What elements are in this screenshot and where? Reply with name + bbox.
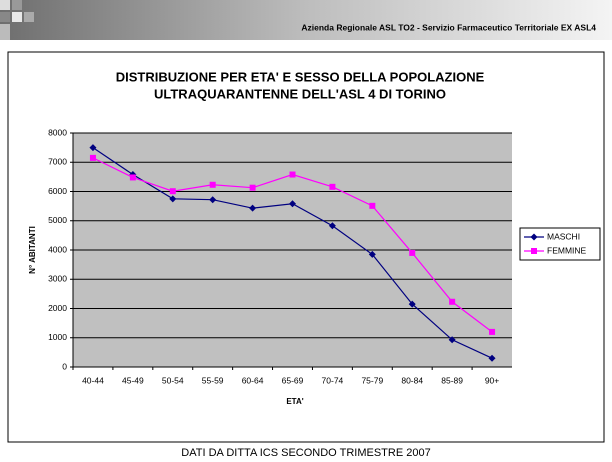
x-tick-label: 70-74 — [322, 375, 344, 385]
banner-squares — [0, 0, 34, 40]
x-tick-label: 85-89 — [441, 375, 463, 385]
legend-label: FEMMINE — [547, 245, 587, 255]
y-tick-label: 4000 — [48, 244, 67, 254]
marker — [129, 174, 136, 181]
marker — [329, 183, 336, 190]
marker — [89, 144, 97, 152]
marker — [209, 196, 217, 204]
y-tick-label: 5000 — [48, 215, 67, 225]
y-tick-label: 0 — [62, 361, 67, 371]
marker — [408, 300, 416, 308]
x-axis-label: ETA' — [286, 397, 303, 406]
marker — [209, 181, 216, 188]
marker — [409, 249, 416, 256]
y-tick-label: 1000 — [48, 332, 67, 342]
marker — [249, 184, 256, 191]
marker — [449, 298, 456, 305]
x-tick-label: 90+ — [485, 375, 499, 385]
y-tick-label: 2000 — [48, 303, 67, 313]
y-tick-label: 6000 — [48, 186, 67, 196]
x-tick-label: 45-49 — [122, 375, 144, 385]
marker — [169, 195, 177, 203]
x-tick-label: 50-54 — [162, 375, 184, 385]
chart-title: DISTRIBUZIONE PER ETA' E SESSO DELLA POP… — [116, 69, 485, 84]
chart-title: ULTRAQUARANTENNE DELL'ASL 4 DI TORINO — [154, 86, 446, 101]
footer-text: DATI DA DITTA ICS SECONDO TRIMESTRE 2007 — [181, 447, 430, 459]
x-tick-label: 75-79 — [361, 375, 383, 385]
legend-box — [519, 227, 601, 261]
y-tick-label: 8000 — [48, 127, 67, 137]
x-tick-label: 60-64 — [242, 375, 264, 385]
marker — [249, 204, 257, 212]
marker — [289, 171, 296, 178]
marker — [448, 336, 456, 344]
y-tick-label: 3000 — [48, 274, 67, 284]
y-tick-label: 7000 — [48, 157, 67, 167]
marker — [289, 200, 296, 208]
x-tick-label: 40-44 — [82, 375, 104, 385]
marker — [169, 188, 176, 195]
legend-label: MASCHI — [547, 231, 580, 241]
x-tick-label: 80-84 — [401, 375, 423, 385]
marker — [89, 154, 96, 161]
marker — [369, 202, 376, 209]
marker — [368, 250, 376, 258]
marker — [488, 354, 496, 362]
legend-marker — [530, 233, 538, 241]
marker — [328, 222, 336, 230]
x-tick-label: 65-69 — [282, 375, 304, 385]
banner — [0, 0, 612, 40]
marker — [489, 328, 496, 335]
header-text: Azienda Regionale ASL TO2 - Servizio Far… — [301, 22, 596, 32]
legend-marker — [531, 248, 537, 254]
x-tick-label: 55-59 — [202, 375, 224, 385]
y-axis-label: N° ABITANTI — [28, 226, 37, 274]
